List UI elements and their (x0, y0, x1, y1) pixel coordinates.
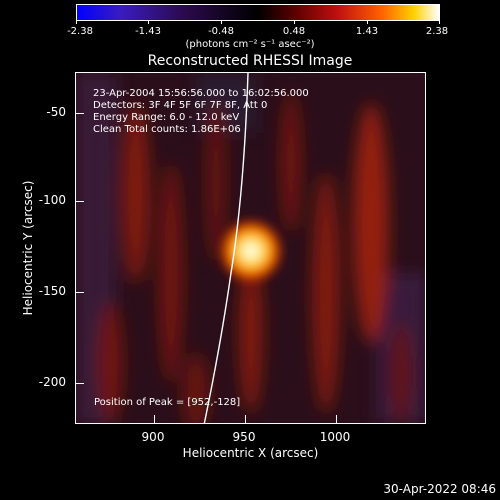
y-tick-label: -50 (46, 105, 66, 119)
timestamp: 30-Apr-2022 08:46 (383, 482, 496, 496)
y-tick-label: -100 (38, 193, 66, 207)
y-tick-label: -150 (38, 284, 66, 298)
energy-range: Energy Range: 6.0 - 12.0 keV (93, 112, 240, 123)
colorbar-label: 0.48 (282, 26, 306, 37)
y-tick (76, 383, 84, 384)
page-title: Reconstructed RHESSI Image (147, 53, 353, 69)
y-tick (76, 292, 84, 293)
peak-position: Position of Peak = [952,-128] (94, 397, 241, 408)
x-axis-label: Heliocentric X (arcsec) (182, 446, 319, 460)
colorbar-tick (221, 20, 222, 24)
colorbar-label: -2.38 (67, 26, 93, 37)
colorbar-tick (367, 20, 368, 24)
colorbar-units: (photons cm⁻² s⁻¹ asec⁻²) (185, 39, 315, 50)
colorbar-label: -1.43 (135, 26, 161, 37)
x-tick (336, 415, 337, 423)
x-tick-label: 900 (141, 430, 165, 444)
x-tick (245, 415, 246, 423)
y-tick (76, 201, 84, 202)
x-tick-label: 1000 (319, 430, 351, 444)
image-plot (75, 72, 426, 424)
clean-info: Clean Total counts: 1.86E+06 (93, 124, 241, 135)
colorbar-label: 1.43 (355, 26, 379, 37)
x-tick-label: 950 (232, 430, 256, 444)
colorbar-tick (148, 20, 149, 24)
colorbar-tick (294, 20, 295, 24)
solar-limb-line (203, 73, 249, 423)
colorbar (76, 4, 440, 21)
y-axis-label: Heliocentric Y (arcsec) (21, 180, 35, 316)
colorbar-tick (76, 20, 77, 24)
colorbar-label: 2.38 (425, 26, 449, 37)
colorbar-label: -0.48 (208, 26, 234, 37)
y-tick-label: -200 (38, 375, 66, 389)
observation-time: 23-Apr-2004 15:56:56.000 to 16:02:56.000 (93, 88, 309, 99)
y-tick (76, 113, 84, 114)
detectors-info: Detectors: 3F 4F 5F 6F 7F 8F, Att 0 (93, 100, 268, 111)
rhessi-image (76, 73, 425, 423)
x-tick (154, 415, 155, 423)
colorbar-tick (439, 20, 440, 24)
